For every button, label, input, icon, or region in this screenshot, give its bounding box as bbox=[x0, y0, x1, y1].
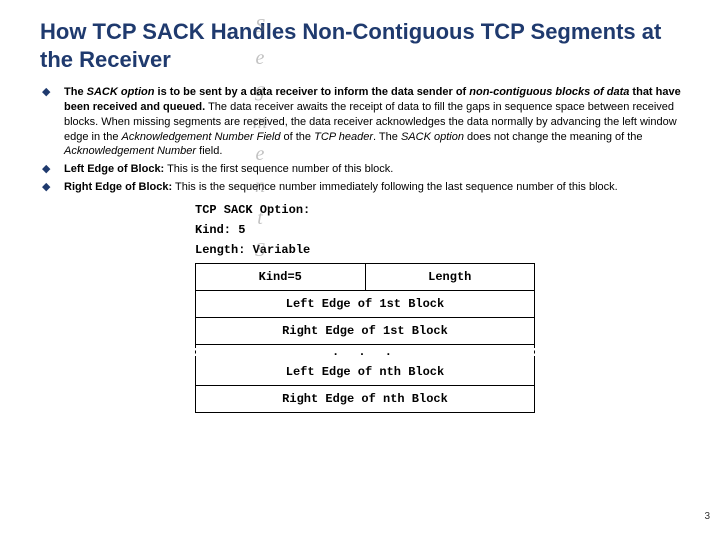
table-row: Left Edge of nth Block bbox=[196, 359, 535, 386]
page-number: 3 bbox=[704, 511, 710, 522]
text-run: Right Edge of Block: bbox=[64, 181, 172, 193]
cell-kind: Kind=5 bbox=[196, 263, 366, 290]
table-row-dots: . . . bbox=[196, 344, 535, 359]
text-run: TCP header bbox=[314, 131, 373, 143]
watermark-char: t bbox=[250, 202, 270, 234]
cell-length: Length bbox=[365, 263, 535, 290]
slide-title: How TCP SACK Handles Non-Contiguous TCP … bbox=[40, 18, 690, 73]
diagram-kind: Kind: 5 bbox=[195, 223, 535, 237]
cell-dots: . . . bbox=[196, 344, 535, 359]
diagram-length: Length: Variable bbox=[195, 243, 535, 257]
watermark-char: e bbox=[250, 42, 270, 74]
slide: How TCP SACK Handles Non-Contiguous TCP … bbox=[0, 0, 720, 413]
list-item: Left Edge of Block: This is the first se… bbox=[40, 162, 690, 177]
text-run: This is the first sequence number of thi… bbox=[164, 163, 393, 175]
cell-left-n: Left Edge of nth Block bbox=[196, 359, 535, 386]
option-table: Kind=5 Length Left Edge of 1st Block Rig… bbox=[195, 263, 535, 413]
watermark-char: S bbox=[250, 10, 270, 42]
watermark-char: S bbox=[250, 234, 270, 266]
text-run: SACK option bbox=[87, 86, 155, 98]
diagram-heading: TCP SACK Option: bbox=[195, 203, 535, 217]
text-run: of the bbox=[280, 131, 314, 143]
table-row: Kind=5 Length bbox=[196, 263, 535, 290]
dots-text: . . . bbox=[332, 345, 398, 359]
table-row: Right Edge of nth Block bbox=[196, 385, 535, 412]
text-run: This is the sequence number immediately … bbox=[172, 181, 618, 193]
text-run: is to be sent by a data receiver to info… bbox=[154, 86, 469, 98]
text-run: field. bbox=[196, 145, 222, 157]
table-row: Right Edge of 1st Block bbox=[196, 317, 535, 344]
cell-left-1: Left Edge of 1st Block bbox=[196, 290, 535, 317]
cell-right-n: Right Edge of nth Block bbox=[196, 385, 535, 412]
text-run: non-contiguous blocks of data bbox=[469, 86, 629, 98]
text-run: The bbox=[64, 86, 87, 98]
text-run: . The bbox=[373, 131, 401, 143]
list-item: Right Edge of Block: This is the sequenc… bbox=[40, 180, 690, 195]
table-row: Left Edge of 1st Block bbox=[196, 290, 535, 317]
text-run: Left Edge of Block: bbox=[64, 163, 164, 175]
list-item: The SACK option is to be sent by a data … bbox=[40, 85, 690, 159]
cell-right-1: Right Edge of 1st Block bbox=[196, 317, 535, 344]
text-run: SACK option bbox=[401, 131, 464, 143]
text-run: Acknowledgement Number Field bbox=[122, 131, 281, 143]
text-run: Acknowledgement Number bbox=[64, 145, 196, 157]
bullet-list: The SACK option is to be sent by a data … bbox=[40, 85, 690, 195]
text-run: does not change the meaning of the bbox=[464, 131, 643, 143]
sack-diagram: TCP SACK Option: Kind: 5 Length: Variabl… bbox=[195, 203, 535, 413]
